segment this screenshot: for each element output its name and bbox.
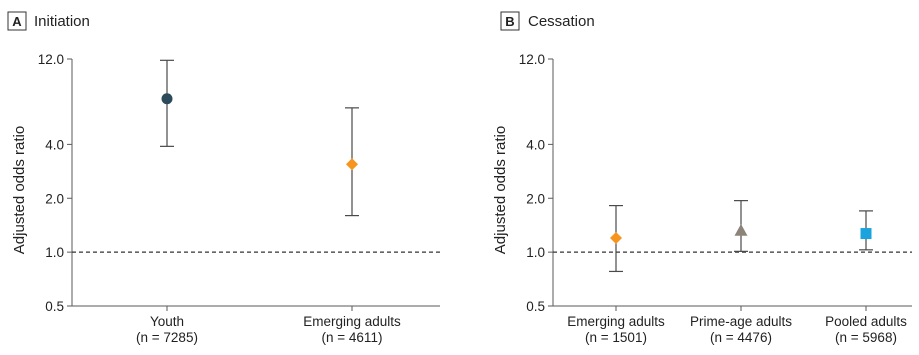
panel-b-plot-area: 0.5 1.0 2.0 4.0 12.0 Emerging adults(n = 1501… — [519, 52, 912, 345]
panel-b-y-tick-label: 0.5 — [526, 299, 545, 314]
panel-a-plot-area: 0.5 1.0 2.0 4.0 12.0 Youth(n = 7285) Emerging … — [38, 52, 440, 345]
panel-b-sample-size-label: (n = 1501) — [585, 330, 647, 345]
panel-a: A Initiation Adjusted odds ratio 0.5 1.0 2… — [7, 11, 440, 345]
panel-b-y-axis-label: Adjusted odds ratio — [492, 126, 509, 254]
panel-b-letter: B — [505, 14, 514, 29]
panel-b-title: Cessation — [528, 13, 595, 30]
panel-b-letter-box — [500, 11, 520, 31]
panel-b-y-tick-label: 1.0 — [526, 245, 545, 260]
panel-a-y-tick-label: 4.0 — [45, 137, 64, 152]
panel-a-category-label: Youth — [150, 314, 184, 329]
panel-b-category-label: Emerging adults — [567, 314, 665, 329]
panel-b-y-tick-label: 4.0 — [526, 137, 545, 152]
panel-a-point-circle-marker — [161, 93, 173, 105]
panel-b-category-label: Prime-age adults — [690, 314, 792, 329]
panel-b-category-label: Pooled adults — [825, 314, 907, 329]
panel-b-point-triangle-marker — [734, 224, 748, 236]
panel-a-title: Initiation — [34, 13, 90, 30]
panel-a-sample-size-label: (n = 7285) — [136, 330, 198, 345]
panel-a-y-axis-label: Adjusted odds ratio — [11, 126, 28, 254]
panel-a-letter: A — [12, 14, 22, 29]
panel-a-point-diamond-marker — [346, 158, 358, 171]
panel-a-y-tick-label: 1.0 — [45, 245, 64, 260]
panel-a-sample-size-label: (n = 4611) — [322, 330, 383, 345]
panel-a-y-tick-label: 0.5 — [45, 299, 64, 314]
panel-b-sample-size-label: (n = 4476) — [710, 330, 772, 345]
panel-b-y-tick-label: 2.0 — [526, 191, 545, 206]
panel-a-y-tick-label: 2.0 — [45, 191, 64, 206]
panel-a-y-tick-label: 12.0 — [38, 52, 64, 67]
panel-a-letter-box — [7, 11, 27, 31]
panel-a-category-label: Emerging adults — [303, 314, 401, 329]
panel-b: B Cessation Adjusted odds ratio 0.5 1.0 2.… — [492, 11, 912, 345]
panel-b-sample-size-label: (n = 5968) — [835, 330, 897, 345]
panel-b-point-square-marker — [860, 228, 872, 240]
panel-b-point-diamond-marker — [610, 231, 622, 244]
panel-b-y-tick-label: 12.0 — [519, 52, 545, 67]
